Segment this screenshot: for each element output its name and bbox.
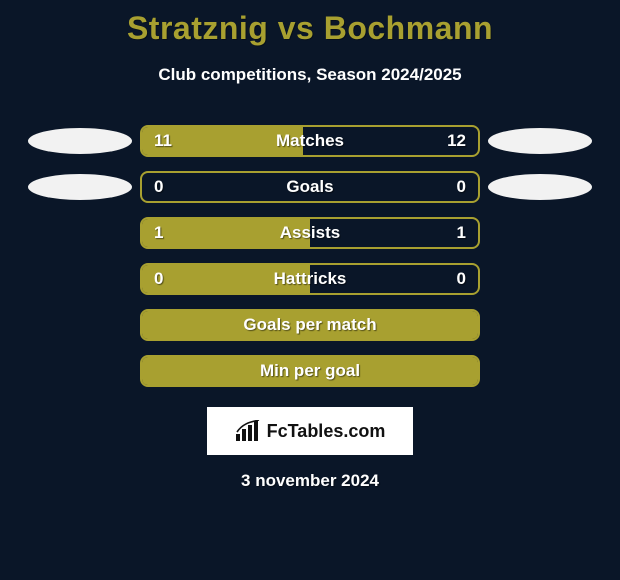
vs-label: vs (278, 10, 315, 46)
stat-row-min-per-goal: Min per goal (20, 355, 600, 387)
stat-row-goals: 0 Goals 0 (20, 171, 600, 203)
stat-bar-min-per-goal: Min per goal (140, 355, 480, 387)
page-title: Stratznig vs Bochmann (0, 0, 620, 47)
date-label: 3 november 2024 (0, 471, 620, 491)
stat-row-matches: 11 Matches 12 (20, 125, 600, 157)
bars-icon (235, 420, 261, 442)
stat-left-value: 1 (154, 223, 163, 243)
stat-left-value: 11 (154, 131, 172, 151)
stat-label: Hattricks (274, 269, 347, 289)
stat-right-value: 12 (447, 131, 466, 151)
stat-row-assists: 1 Assists 1 (20, 217, 600, 249)
player1-name: Stratznig (127, 10, 268, 46)
player2-name: Bochmann (324, 10, 493, 46)
stat-label: Min per goal (260, 361, 360, 381)
right-ellipse (488, 128, 592, 154)
right-ellipse (488, 174, 592, 200)
stat-label: Matches (276, 131, 344, 151)
left-ellipse (28, 174, 132, 200)
stat-bar-assists: 1 Assists 1 (140, 217, 480, 249)
left-ellipse (28, 128, 132, 154)
stat-right-value: 1 (457, 223, 466, 243)
stat-right-value: 0 (457, 269, 466, 289)
stat-bar-goals-per-match: Goals per match (140, 309, 480, 341)
logo-text: FcTables.com (267, 421, 386, 442)
stat-left-value: 0 (154, 269, 163, 289)
stat-label: Assists (280, 223, 340, 243)
stat-bar-goals: 0 Goals 0 (140, 171, 480, 203)
stat-row-goals-per-match: Goals per match (20, 309, 600, 341)
subtitle: Club competitions, Season 2024/2025 (0, 65, 620, 85)
stat-right-value: 0 (457, 177, 466, 197)
stat-left-value: 0 (154, 177, 163, 197)
logo-box: FcTables.com (207, 407, 413, 455)
stat-bar-hattricks: 0 Hattricks 0 (140, 263, 480, 295)
stat-label: Goals (286, 177, 333, 197)
stat-label: Goals per match (243, 315, 376, 335)
stat-bar-matches: 11 Matches 12 (140, 125, 480, 157)
stat-rows: 11 Matches 12 0 Goals 0 1 Assists 1 0 Hattricks 0 Go… (0, 125, 620, 387)
stat-row-hattricks: 0 Hattricks 0 (20, 263, 600, 295)
